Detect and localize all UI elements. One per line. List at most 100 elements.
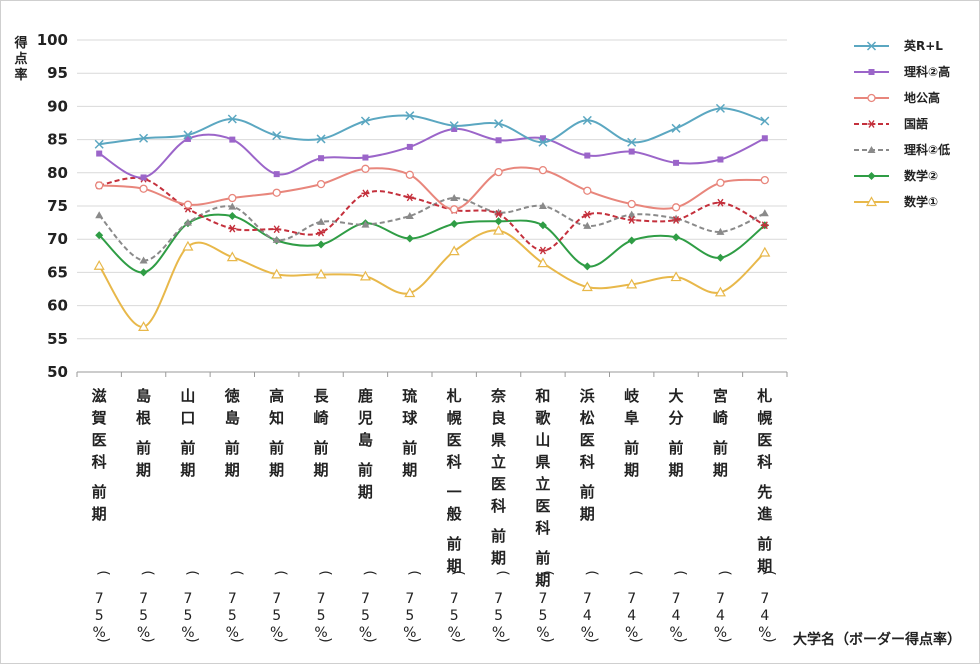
border-char: % [181, 625, 194, 641]
category-char: 立 [535, 475, 550, 493]
category-char: 期 [269, 461, 284, 479]
category-char: 科 [580, 453, 595, 471]
category-char: 科 [757, 453, 772, 471]
data-point [760, 209, 769, 217]
category-char: 期 [713, 461, 728, 479]
border-char: ( [495, 570, 511, 575]
y-tick-label: 70 [47, 230, 68, 248]
data-point [716, 253, 725, 262]
data-point [272, 225, 281, 234]
border-char: 5 [317, 608, 326, 624]
data-point [867, 93, 876, 103]
data-point [495, 137, 502, 144]
data-point [583, 186, 592, 195]
border-char: 4 [716, 608, 725, 624]
y-tick-label: 50 [47, 363, 68, 381]
category-char: 札 [446, 387, 462, 405]
data-point [272, 131, 282, 141]
data-point [360, 116, 370, 126]
data-point [405, 211, 414, 219]
border-char: ( [228, 570, 244, 575]
category-char: 球 [402, 409, 418, 427]
data-point [626, 278, 638, 289]
border-char: 4 [672, 608, 681, 624]
category-char: 歌 [535, 409, 551, 427]
border-char: % [226, 625, 239, 641]
border-char: ) [495, 637, 511, 642]
border-char: 7 [361, 591, 370, 607]
border-char: 7 [760, 591, 769, 607]
x-axis-label: 大学名（ボーダー得点率） [793, 631, 961, 648]
legend-label: 数学① [904, 194, 938, 209]
border-char: ) [95, 637, 111, 642]
y-tick-label: 80 [47, 164, 68, 182]
category-char: 前 [535, 549, 550, 567]
legend-item: 理科②高 [854, 64, 950, 79]
data-point [140, 174, 147, 181]
data-point [538, 221, 547, 230]
category-char: 前 [713, 439, 728, 457]
series-line [98, 229, 766, 328]
category-char: 県 [491, 431, 506, 449]
data-point [450, 219, 459, 228]
category-char: 前 [402, 439, 417, 457]
border-char: ) [716, 637, 732, 642]
data-point [538, 137, 548, 147]
category-char: 幌 [757, 409, 772, 427]
data-point [272, 188, 281, 197]
border-rate: (75%) [93, 570, 112, 642]
border-char: ( [583, 570, 599, 575]
data-point [228, 211, 237, 220]
border-char: 7 [583, 591, 592, 607]
border-rate: (75%) [359, 570, 378, 642]
category-char: 島 [136, 387, 151, 405]
data-point [404, 287, 416, 298]
data-point [139, 133, 149, 143]
data-point [361, 164, 370, 173]
category-char: 科 [491, 497, 506, 515]
border-char: 7 [183, 591, 192, 607]
border-char: ) [228, 637, 244, 642]
data-point [450, 194, 459, 202]
category-char: 前 [580, 483, 595, 501]
category-char: 期 [358, 483, 373, 501]
data-point [582, 115, 592, 125]
data-point [228, 202, 237, 210]
data-point [761, 135, 768, 142]
data-point [716, 178, 725, 187]
data-point [182, 240, 194, 251]
category-char: 幌 [447, 409, 462, 427]
data-point [493, 224, 505, 235]
border-rate: (75%) [536, 570, 555, 642]
grid-lines [77, 39, 787, 373]
border-char: ) [140, 637, 156, 642]
category-char: 児 [357, 409, 373, 427]
data-point [584, 152, 591, 159]
data-point [139, 268, 148, 277]
border-char: 5 [272, 608, 281, 624]
y-axis-ticks: 100 95 90 85 80 75 70 65 60 55 50 [37, 31, 68, 381]
category-char: 医 [757, 431, 772, 449]
border-char: % [270, 625, 283, 641]
category-char: 医 [535, 497, 550, 515]
border-char: % [714, 625, 727, 641]
category-char: 良 [491, 409, 506, 427]
legend-label: 国語 [904, 116, 928, 131]
category-char: 期 [624, 461, 639, 479]
data-point [539, 135, 546, 142]
legend-item: 英R+L [854, 38, 943, 53]
y-tick-label: 100 [37, 31, 68, 49]
y-tick-label: 95 [47, 64, 68, 82]
category-char: 般 [447, 505, 462, 523]
y-axis-label: 得点率 [13, 35, 27, 83]
data-point [406, 143, 413, 150]
data-point [494, 210, 503, 218]
series-line [99, 107, 766, 146]
border-rate: (75%) [403, 570, 422, 642]
border-char: ) [628, 637, 644, 642]
border-char: ) [761, 637, 777, 642]
